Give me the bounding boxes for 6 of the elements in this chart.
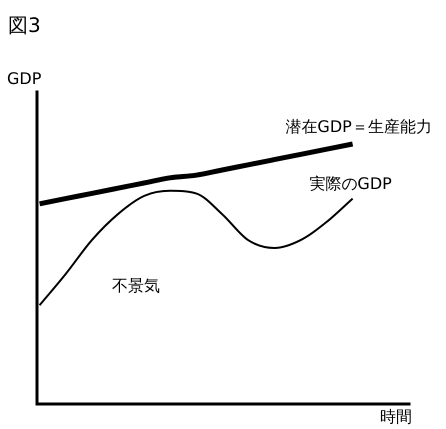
x-axis-title: 時間 — [380, 407, 412, 426]
series-label: 潜在GDP＝生産能力 — [285, 117, 432, 136]
chart-title: 図3 — [8, 12, 41, 39]
series-label: 実際のGDP — [309, 174, 392, 193]
y-axis-title: GDP — [7, 69, 42, 88]
annotation: 不景気 — [112, 276, 160, 296]
